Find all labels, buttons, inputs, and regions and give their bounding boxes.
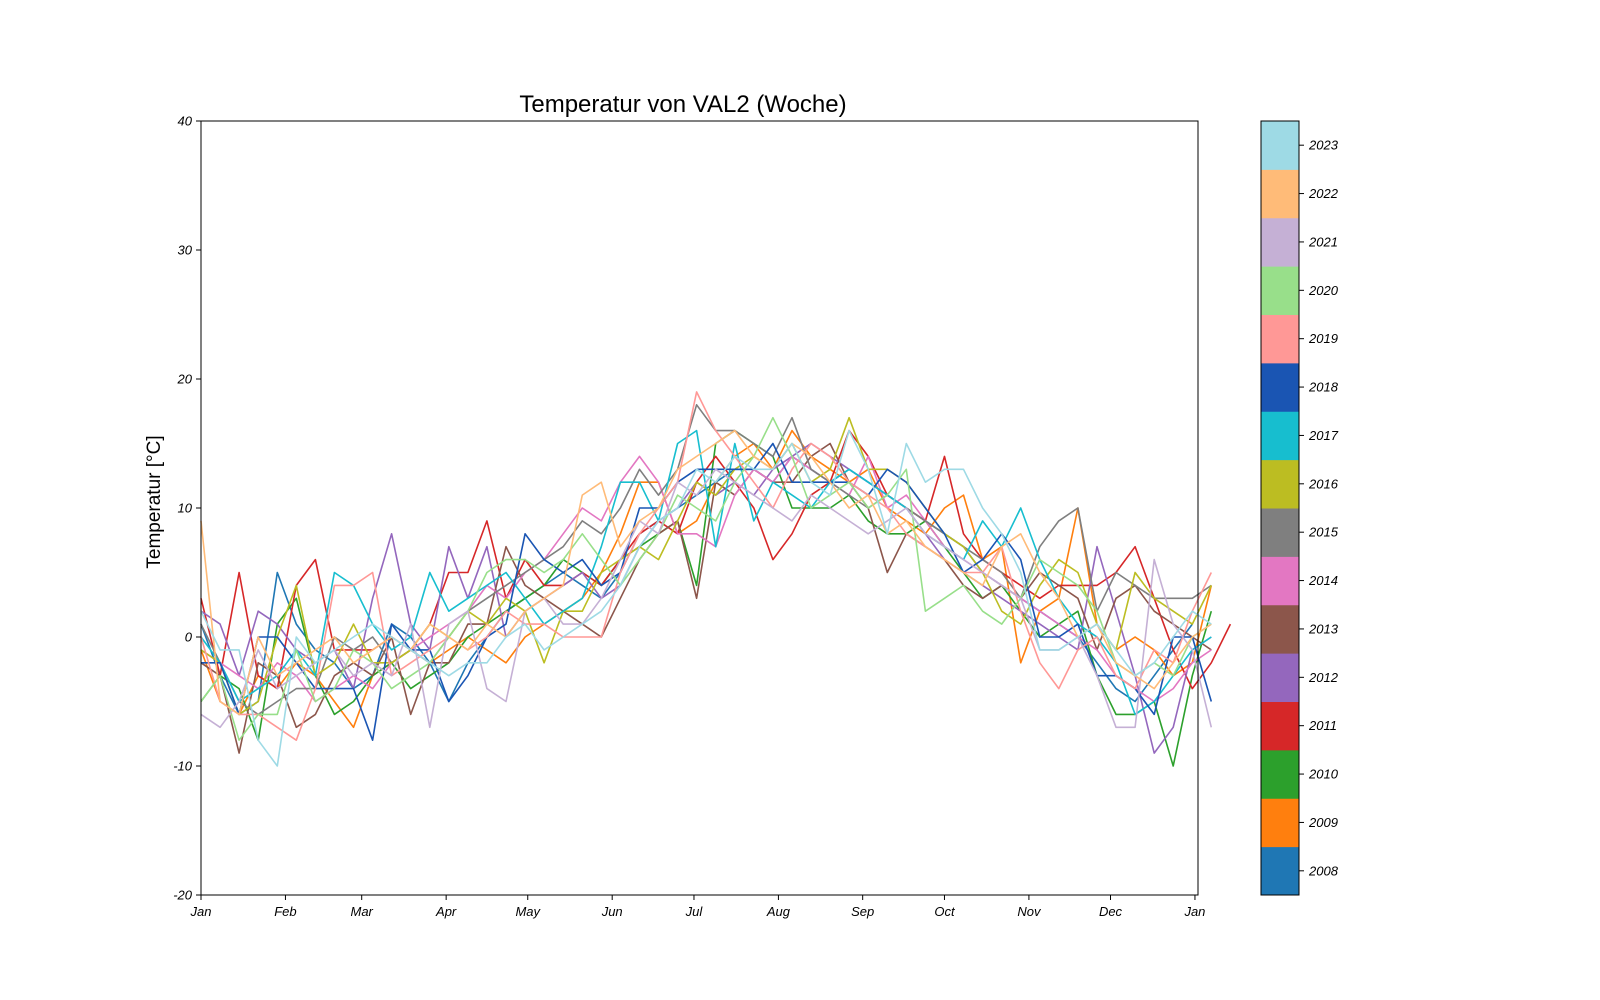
- colorbar-label-2017: 2017: [1308, 428, 1339, 443]
- x-tick-label: Nov: [1017, 904, 1042, 919]
- colorbar-swatch-2015: [1261, 508, 1299, 557]
- colorbar-swatch-2010: [1261, 749, 1299, 799]
- y-tick-label: -20: [173, 888, 193, 903]
- series-line-2009: [200, 429, 1213, 729]
- x-tick-label: Aug: [766, 904, 791, 919]
- series-line-2020: [200, 416, 1212, 742]
- x-tick-label: Dec: [1099, 904, 1123, 919]
- x-tick-label: Jul: [685, 904, 704, 919]
- y-axis: -20 -10 0 10 20 30 40: [173, 114, 201, 903]
- y-tick-label: 40: [178, 114, 193, 129]
- colorbar-label-2016: 2016: [1308, 476, 1339, 491]
- colorbar-label-2012: 2012: [1308, 670, 1339, 685]
- x-tick-label: Jun: [601, 904, 623, 919]
- x-tick-label: Jan: [190, 904, 212, 919]
- x-tick-label: Sep: [851, 904, 874, 919]
- colorbar-frame: [1260, 120, 1300, 896]
- colorbar-label-2023: 2023: [1308, 138, 1339, 153]
- x-tick-label: Apr: [435, 904, 457, 919]
- x-tick-label: Feb: [274, 904, 296, 919]
- colorbar-label-2021: 2021: [1308, 234, 1338, 249]
- colorbar-label-2009: 2009: [1308, 815, 1338, 830]
- y-tick-label: -10: [173, 759, 193, 774]
- y-tick-label: 30: [178, 243, 193, 258]
- y-tick-label: 10: [178, 501, 193, 516]
- colorbar-swatch-2008: [1261, 846, 1299, 896]
- series-line-2019: [200, 391, 1213, 742]
- colorbar-label-2020: 2020: [1308, 283, 1339, 298]
- x-tick-label: Mar: [351, 904, 374, 919]
- x-tick-label: Oct: [934, 904, 956, 919]
- series-line-2014: [200, 455, 1212, 703]
- colorbar-swatch-2013: [1261, 604, 1299, 654]
- colorbar-swatch-2009: [1261, 798, 1299, 848]
- y-tick-label: 20: [177, 372, 193, 387]
- colorbar-label-2011: 2011: [1308, 718, 1337, 733]
- series-line-2018: [201, 442, 1213, 742]
- x-axis: Jan Feb Mar Apr May Jun Jul Aug Sep Oct Nov Dec Jan: [190, 895, 1205, 919]
- colorbar-swatch-2021: [1261, 217, 1299, 267]
- colorbar-swatch-2020: [1261, 266, 1299, 315]
- colorbar-label-2008: 2008: [1308, 863, 1339, 878]
- series-line-2015: [200, 403, 1212, 716]
- colorbar-label-2022: 2022: [1308, 186, 1339, 201]
- plot-lines: [200, 391, 1232, 767]
- colorbar-label-2019: 2019: [1308, 331, 1338, 346]
- x-tick-label: May: [515, 904, 541, 919]
- colorbar-swatch-2016: [1261, 459, 1299, 509]
- colorbar-swatch-2011: [1261, 701, 1299, 751]
- colorbar-swatch-2012: [1261, 653, 1299, 702]
- y-tick-label: 0: [185, 630, 193, 645]
- colorbar-swatch-2017: [1261, 411, 1299, 461]
- y-axis-label: Temperatur [°C]: [144, 435, 165, 568]
- plot-area-frame: [200, 120, 1199, 896]
- colorbar-label-2018: 2018: [1308, 380, 1339, 395]
- colorbar-label-2014: 2014: [1308, 573, 1338, 588]
- colorbar-label-2013: 2013: [1308, 621, 1339, 636]
- series-line-2022: [200, 429, 1212, 716]
- series-line-2017: [200, 429, 1212, 716]
- colorbar-swatch-2019: [1261, 314, 1299, 364]
- year-colorbar-legend: 2008 2009 2010 2011 2012 2013 2014 2015 2016 2017…: [1260, 120, 1339, 896]
- chart-title: Temperatur von VAL2 (Woche): [519, 91, 846, 118]
- series-line-2023: [200, 429, 1212, 767]
- colorbar-swatch-2022: [1261, 169, 1299, 219]
- colorbar-swatch-2018: [1261, 362, 1299, 412]
- colorbar-label-2015: 2015: [1308, 525, 1339, 540]
- x-tick-label: Jan: [1183, 904, 1205, 919]
- colorbar-swatch-2023: [1261, 121, 1299, 170]
- colorbar-swatch-2014: [1261, 556, 1299, 606]
- series-line-2016: [200, 416, 1213, 716]
- colorbar-label-2010: 2010: [1308, 767, 1339, 782]
